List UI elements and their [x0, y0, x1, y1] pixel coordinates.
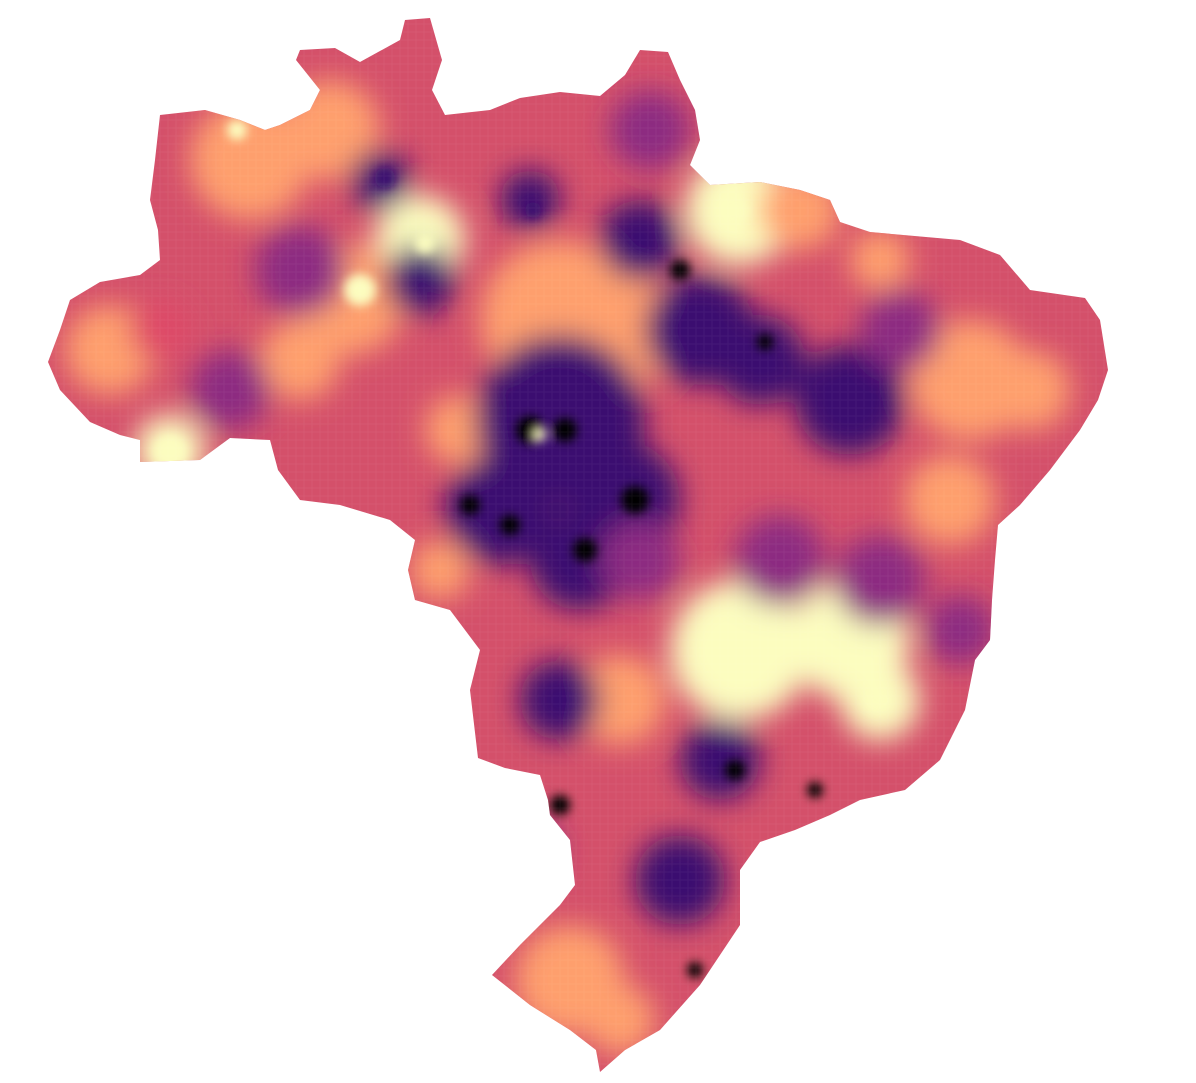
heat-blob [480, 810, 560, 890]
